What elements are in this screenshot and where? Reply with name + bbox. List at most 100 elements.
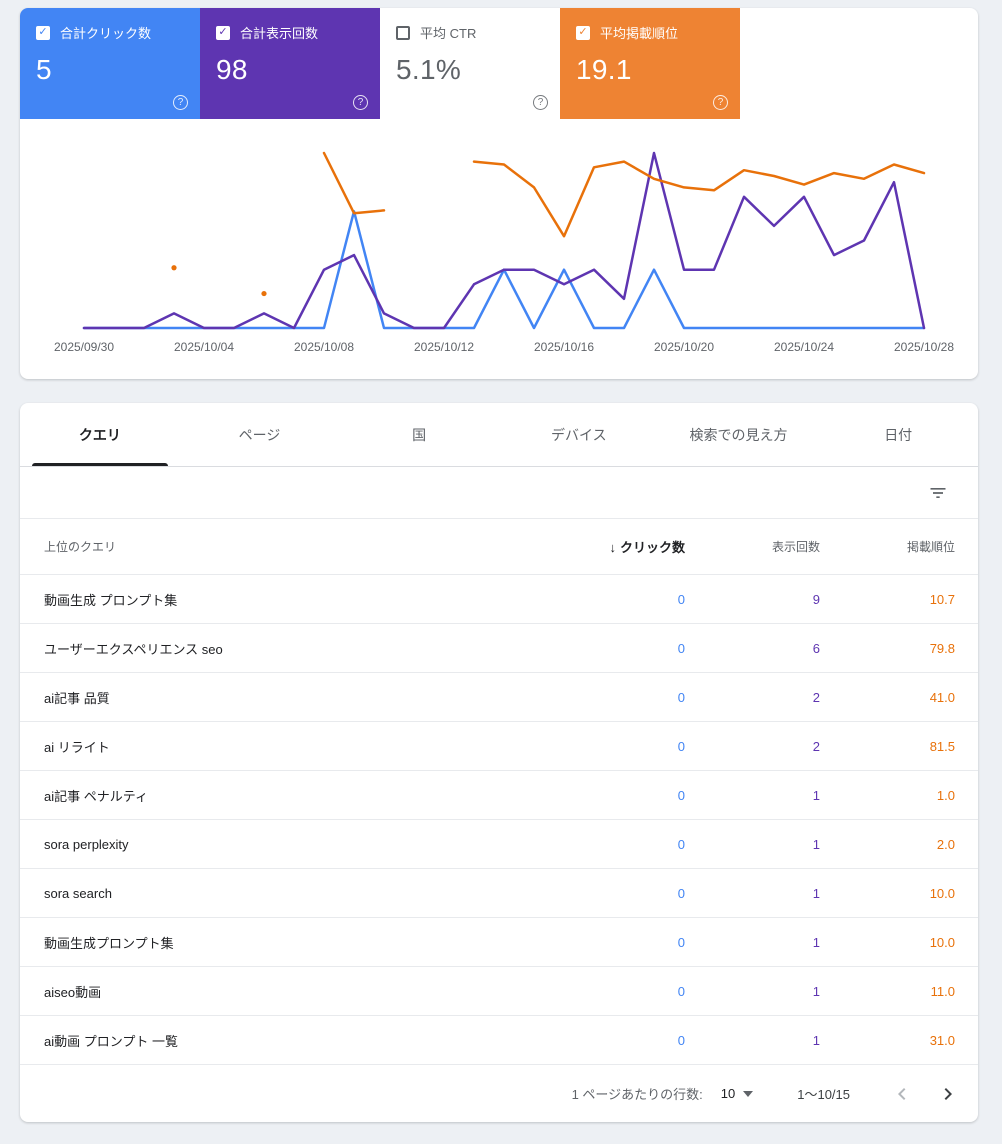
tab-label: 日付: [884, 426, 913, 443]
chart-line: [322, 151, 386, 215]
header-top-queries[interactable]: 上位のクエリ: [44, 540, 117, 554]
tab-label: 検索での見え方: [689, 426, 788, 443]
header-clicks[interactable]: ↓ クリック数: [550, 537, 685, 556]
next-page-button[interactable]: [936, 1082, 960, 1106]
help-icon[interactable]: ?: [173, 95, 188, 110]
tab-countries[interactable]: 国: [339, 403, 499, 466]
card-header: ✓ 平均掲載順位: [576, 23, 724, 42]
help-icon[interactable]: ?: [353, 95, 368, 110]
impressions-value: 2: [812, 689, 820, 705]
tab-dates[interactable]: 日付: [818, 403, 978, 466]
impressions-value: 1: [812, 885, 820, 901]
position-value: 10.7: [929, 591, 955, 607]
position-value: 81.5: [929, 738, 955, 754]
card-header: ✓ 平均 CTR: [396, 23, 544, 42]
check-icon: ✓: [218, 26, 228, 38]
query-text: ai動画 プロンプト 一覧: [44, 1033, 178, 1049]
checkbox-icon[interactable]: ✓: [396, 25, 410, 40]
chart-line: [82, 151, 926, 330]
tab-search-appearance[interactable]: 検索での見え方: [659, 403, 819, 466]
rows-per-page-select[interactable]: 10: [720, 1086, 754, 1101]
clicks-value: 0: [677, 689, 685, 705]
query-text: ユーザーエクスペリエンス seo: [44, 641, 223, 657]
table-row[interactable]: ai記事 品質 0 2 41.0: [20, 673, 978, 722]
x-axis-tick-label: 2025/10/12: [414, 340, 474, 354]
checkbox-icon[interactable]: ✓: [576, 25, 590, 40]
total-impressions-card[interactable]: ✓ 合計表示回数 98 ?: [200, 8, 380, 119]
table-row[interactable]: ai記事 ペナルティ 0 1 1.0: [20, 771, 978, 820]
checkbox-icon[interactable]: ✓: [36, 25, 50, 40]
position-value: 1.0: [936, 787, 955, 803]
header-impressions[interactable]: 表示回数: [771, 540, 820, 554]
table-row[interactable]: ユーザーエクスペリエンス seo 0 6 79.8: [20, 624, 978, 673]
help-icon[interactable]: ?: [713, 95, 728, 110]
help-icon[interactable]: ?: [533, 95, 548, 110]
table-row[interactable]: sora perplexity 0 1 2.0: [20, 820, 978, 869]
query-text: ai リライト: [44, 739, 110, 755]
clicks-value: 0: [677, 983, 685, 999]
table-row[interactable]: ai リライト 0 2 81.5: [20, 722, 978, 771]
metric-cards: ✓ 合計クリック数 5 ? ✓ 合計表示回数 98 ? ✓ 平均 CTR: [20, 8, 978, 119]
clicks-value: 0: [677, 787, 685, 803]
x-axis-tick-label: 2025/09/30: [54, 340, 114, 354]
position-value: 10.0: [929, 934, 955, 950]
impressions-value: 9: [812, 591, 820, 607]
filter-list-icon[interactable]: [928, 483, 948, 503]
tab-label: クエリ: [78, 426, 121, 443]
impressions-value: 6: [812, 640, 820, 656]
chart-line: [472, 160, 926, 238]
position-value: 41.0: [929, 689, 955, 705]
previous-page-button[interactable]: [890, 1082, 914, 1106]
x-axis-tick-label: 2025/10/16: [534, 340, 594, 354]
table-row[interactable]: ai動画 プロンプト 一覧 0 1 31.0: [20, 1016, 978, 1065]
total-clicks-value: 5: [36, 54, 52, 85]
rows-per-page-value: 10: [720, 1086, 736, 1101]
tab-devices[interactable]: デバイス: [499, 403, 659, 466]
sort-descending-icon: ↓: [609, 540, 616, 555]
table-row[interactable]: sora search 0 1 10.0: [20, 869, 978, 918]
table-pagination: 1 ページあたりの行数: 10 1〜10/15: [20, 1065, 978, 1122]
position-value: 10.0: [929, 885, 955, 901]
impressions-value: 1: [812, 836, 820, 852]
card-label: 平均掲載順位: [600, 26, 679, 41]
performance-line-chart: 2025/09/30 2025/10/04 2025/10/08 2025/10/12…: [54, 151, 954, 354]
average-position-card[interactable]: ✓ 平均掲載順位 19.1 ?: [560, 8, 740, 119]
checkbox-icon[interactable]: ✓: [216, 25, 230, 40]
query-text: 動画生成 プロンプト集: [44, 592, 178, 608]
card-label: 合計表示回数: [240, 26, 319, 41]
x-axis-tick-label: 2025/10/28: [894, 340, 954, 354]
position-value: 79.8: [929, 640, 955, 656]
average-ctr-card[interactable]: ✓ 平均 CTR 5.1% ?: [380, 8, 560, 119]
clicks-value: 0: [677, 885, 685, 901]
clicks-value: 0: [677, 1032, 685, 1048]
average-ctr-value: 5.1%: [396, 54, 462, 85]
table-row[interactable]: 動画生成 プロンプト集 0 9 10.7: [20, 575, 978, 624]
query-text: ai記事 ペナルティ: [44, 788, 148, 804]
table-row[interactable]: 動画生成プロンプト集 0 1 10.0: [20, 918, 978, 967]
tab-label: デバイス: [551, 426, 607, 443]
card-header: ✓ 合計クリック数: [36, 23, 184, 42]
total-clicks-card[interactable]: ✓ 合計クリック数 5 ?: [20, 8, 200, 119]
card-label: 合計クリック数: [60, 26, 152, 41]
chart-point: [261, 290, 267, 297]
header-position[interactable]: 掲載順位: [906, 540, 955, 554]
rows-per-page-label: 1 ページあたりの行数:: [571, 1087, 703, 1102]
card-label: 平均 CTR: [420, 26, 477, 41]
impressions-value: 2: [812, 738, 820, 754]
tab-queries[interactable]: クエリ: [20, 403, 180, 466]
query-text: sora perplexity: [44, 836, 129, 852]
table-header-row: 上位のクエリ ↓ クリック数 表示回数 掲載順位: [20, 519, 978, 575]
position-value: 11.0: [930, 983, 955, 999]
position-value: 2.0: [936, 836, 955, 852]
pagination-range: 1〜10/15: [797, 1087, 850, 1102]
chart-point: [171, 265, 177, 271]
clicks-value: 0: [677, 640, 685, 656]
clicks-value: 0: [677, 836, 685, 852]
average-position-value: 19.1: [576, 54, 632, 85]
tab-pages[interactable]: ページ: [180, 403, 340, 466]
table-toolbar: [20, 467, 978, 519]
chevron-right-icon: [944, 1087, 952, 1100]
table-row[interactable]: aiseo動画 0 1 11.0: [20, 967, 978, 1016]
query-table-body: 動画生成 プロンプト集 0 9 10.7 ユーザーエクスペリエンス seo 0 6 79.8 a…: [20, 575, 978, 1065]
x-axis-tick-label: 2025/10/04: [174, 340, 234, 354]
